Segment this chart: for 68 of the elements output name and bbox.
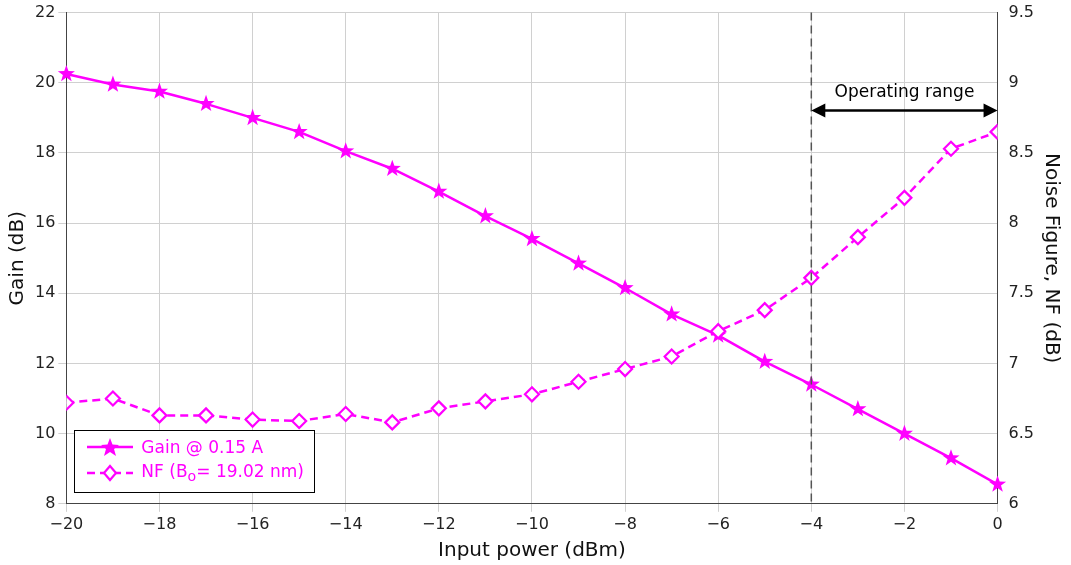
y-tick-label: 18 (35, 142, 56, 162)
y-tick-label: 14 (35, 282, 56, 302)
point (849, 400, 867, 417)
point (430, 182, 448, 199)
point (337, 405, 354, 423)
point (104, 75, 122, 92)
point (383, 159, 401, 177)
point (523, 229, 541, 247)
y2-tick-label: 8.5 (1008, 142, 1035, 162)
x-tick-label: −8 (613, 513, 637, 533)
y-tick-label: 20 (35, 71, 56, 91)
point (244, 411, 261, 428)
y2-tick-label: 7 (1008, 352, 1019, 372)
point (989, 475, 1007, 492)
x-tick-label: −14 (328, 513, 363, 533)
annotation: Operating range (834, 80, 975, 101)
point (104, 390, 122, 407)
x-tick-label: −16 (235, 513, 270, 533)
point (384, 414, 401, 431)
point (803, 269, 820, 286)
y2-tick-label: 9.5 (1008, 1, 1035, 21)
x-tick-label: −2 (892, 513, 917, 533)
point (756, 302, 773, 319)
y-tick-label: 22 (35, 1, 56, 21)
point (849, 229, 866, 246)
point (895, 424, 913, 441)
x-tick-label: −18 (142, 513, 177, 533)
y2-tick-label: 6 (1008, 492, 1019, 512)
x-tick-label: 0 (992, 513, 1003, 533)
point (151, 407, 168, 424)
x-tick-label: −20 (49, 513, 84, 533)
y2-tick-label: 9 (1008, 71, 1019, 91)
point (337, 142, 355, 159)
point (570, 373, 587, 390)
y-tick-label: 10 (35, 422, 56, 442)
point (477, 393, 494, 410)
point (756, 352, 774, 369)
point (523, 386, 541, 403)
point (663, 348, 680, 365)
point (150, 82, 169, 99)
point (569, 254, 588, 271)
x-tick-label: −6 (706, 513, 730, 533)
y-tick-label: 12 (35, 352, 56, 372)
y2-tick-label: 7.5 (1008, 282, 1035, 302)
y2-tick-label: 6.5 (1008, 422, 1035, 442)
point (244, 108, 262, 126)
point (616, 360, 634, 378)
y2-tick-label: 8 (1008, 212, 1019, 232)
point (942, 140, 960, 157)
point (57, 65, 75, 82)
y-tick-label: 8 (45, 492, 56, 512)
point (942, 449, 960, 466)
x-tick-label: −4 (799, 513, 824, 533)
point (476, 207, 494, 224)
point (430, 400, 447, 417)
point (616, 279, 634, 296)
point (663, 305, 681, 322)
point (291, 412, 308, 430)
y-axis-title: Gain (dB) (4, 211, 29, 306)
legend-label: NF (B$_{o}$= 19.02 nm) (141, 459, 304, 487)
x-axis-title: Input power (dBm) (438, 537, 626, 562)
x-tick-label: −10 (515, 513, 549, 533)
legend-label: Gain @ 0.15 A (141, 435, 264, 459)
point (197, 407, 215, 424)
y-tick-label: 16 (35, 212, 56, 232)
point (896, 189, 913, 206)
y2-axis-title: Noise Figure, NF (dB) (1040, 152, 1065, 364)
x-tick-label: −12 (421, 513, 456, 533)
